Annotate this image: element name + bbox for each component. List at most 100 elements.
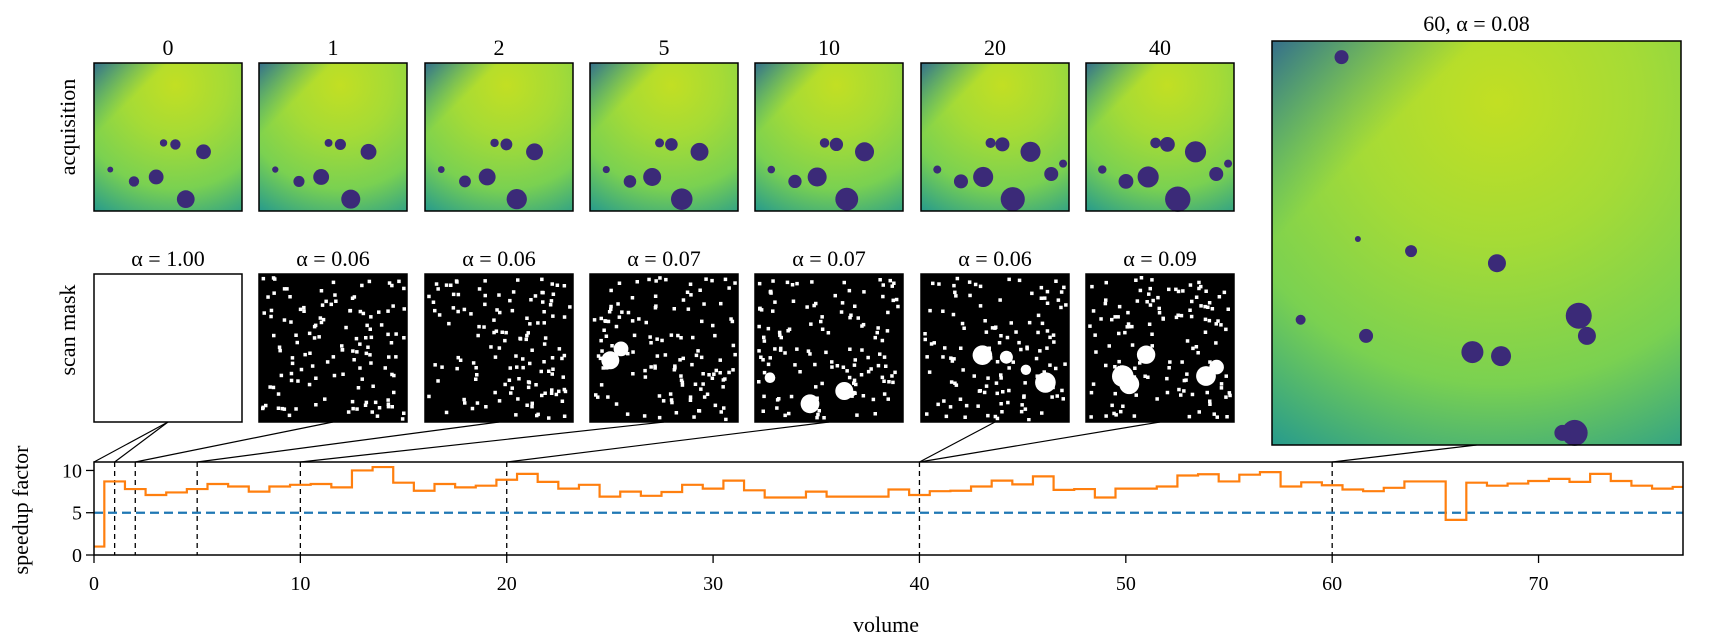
mask-pixel bbox=[942, 399, 946, 403]
mask-pixel bbox=[1056, 298, 1061, 302]
mask-pixel bbox=[852, 378, 857, 383]
acquisition-panel: 0 bbox=[93, 35, 243, 212]
mask-pixel bbox=[1036, 313, 1041, 318]
acquisition-row: 0 1 2 5 10 20 40 bbox=[93, 35, 1235, 212]
particle-blob bbox=[1565, 302, 1592, 329]
image-shading bbox=[755, 63, 903, 211]
mask-blob bbox=[601, 351, 620, 370]
mask-pixel bbox=[514, 354, 518, 358]
mask-pixel bbox=[456, 292, 461, 297]
mask-pixel bbox=[888, 278, 892, 283]
mask-pixel bbox=[1007, 388, 1011, 393]
mask-pixel bbox=[285, 287, 289, 291]
mask-pixel bbox=[616, 302, 620, 306]
mask-pixel bbox=[1051, 333, 1056, 337]
mask-pixel bbox=[1224, 327, 1228, 332]
x-tick-label: 10 bbox=[290, 573, 310, 595]
mask-pixel bbox=[795, 347, 799, 351]
mask-pixel bbox=[1174, 287, 1178, 292]
mask-pixel bbox=[557, 389, 561, 394]
particle-blob bbox=[159, 139, 168, 147]
mask-pixel bbox=[551, 292, 556, 296]
mask-pixel bbox=[973, 282, 978, 287]
row-label-scan-mask: scan mask bbox=[55, 284, 80, 375]
mask-pixel bbox=[596, 395, 600, 399]
mask-blob bbox=[1209, 359, 1224, 375]
image-shading bbox=[1272, 41, 1681, 445]
mask-pixel bbox=[1206, 305, 1210, 309]
mask-pixel bbox=[276, 406, 281, 410]
mask-pixel bbox=[540, 393, 544, 398]
connector-line bbox=[506, 421, 830, 463]
particle-blob bbox=[478, 168, 496, 186]
mask-pixel bbox=[642, 414, 647, 418]
mask-pixel bbox=[1027, 320, 1032, 325]
mask-blob bbox=[999, 350, 1013, 364]
mask-pixel bbox=[777, 397, 781, 401]
mask-pixel bbox=[1179, 313, 1184, 318]
mask-pixel bbox=[492, 318, 496, 322]
particle-blob bbox=[1059, 159, 1068, 168]
mask-pixel bbox=[820, 315, 824, 319]
acquisition-panel-title: 0 bbox=[163, 35, 174, 60]
mask-pixel bbox=[1130, 343, 1135, 347]
mask-pixel bbox=[757, 380, 761, 384]
mask-pixel bbox=[1132, 414, 1137, 418]
mask-pixel bbox=[1038, 349, 1042, 353]
mask-pixel bbox=[314, 376, 318, 380]
mask-pixel bbox=[320, 303, 325, 307]
mask-pixel bbox=[397, 279, 401, 284]
mask-pixel bbox=[707, 373, 711, 377]
mask-pixel bbox=[497, 346, 502, 350]
particle-blob bbox=[670, 188, 693, 210]
particle-blob bbox=[1295, 314, 1306, 325]
mask-pixel bbox=[700, 319, 704, 324]
mask-pixel bbox=[1113, 315, 1117, 319]
particle-blob bbox=[643, 167, 662, 186]
mask-pixel bbox=[657, 415, 662, 420]
mask-pixel bbox=[386, 398, 390, 402]
mask-pixel bbox=[833, 293, 837, 298]
mask-pixel bbox=[351, 406, 355, 411]
mask-pixel bbox=[1177, 387, 1181, 392]
speedup-series bbox=[94, 465, 1683, 548]
mask-pixel bbox=[1156, 295, 1160, 300]
mask-blob bbox=[1119, 374, 1140, 395]
mask-pixel bbox=[542, 342, 547, 346]
particle-blob bbox=[1561, 419, 1588, 446]
mask-pixel bbox=[477, 287, 482, 291]
mask-pixel bbox=[386, 332, 390, 337]
mask-pixel bbox=[390, 405, 394, 409]
mask-pixel bbox=[351, 349, 355, 353]
mask-pixel bbox=[817, 409, 821, 413]
connector-line bbox=[114, 421, 169, 463]
mask-pixel bbox=[483, 293, 487, 298]
mask-pixel bbox=[352, 295, 357, 299]
particle-blob bbox=[623, 175, 637, 188]
mask-pixel bbox=[881, 283, 885, 287]
mask-pixel bbox=[483, 279, 487, 283]
particle-blob bbox=[829, 137, 844, 152]
mask-pixel bbox=[663, 353, 668, 357]
particle-blob bbox=[953, 174, 968, 189]
mask-pixel bbox=[999, 376, 1003, 380]
connector-line bbox=[919, 421, 996, 463]
mask-pixel bbox=[302, 305, 306, 310]
mask-pixel bbox=[477, 324, 481, 329]
mask-pixel bbox=[1215, 415, 1219, 419]
mask-pixel bbox=[953, 290, 957, 295]
mask-pixel bbox=[508, 366, 512, 370]
mask-pixel bbox=[507, 378, 512, 382]
mask-pixel bbox=[1180, 360, 1184, 364]
mask-pixel bbox=[434, 282, 439, 286]
mask-pixel bbox=[1185, 339, 1190, 343]
mask-pixel bbox=[560, 399, 565, 403]
mask-pixel bbox=[474, 366, 478, 370]
speedup-step-line bbox=[94, 465, 1683, 548]
mask-pixel bbox=[999, 373, 1003, 377]
mask-pixel bbox=[1161, 316, 1165, 321]
mask-pixel bbox=[1061, 397, 1065, 401]
mask-pixel bbox=[620, 310, 624, 314]
mask-pixel bbox=[1203, 317, 1208, 322]
mask-pixel bbox=[383, 366, 387, 370]
